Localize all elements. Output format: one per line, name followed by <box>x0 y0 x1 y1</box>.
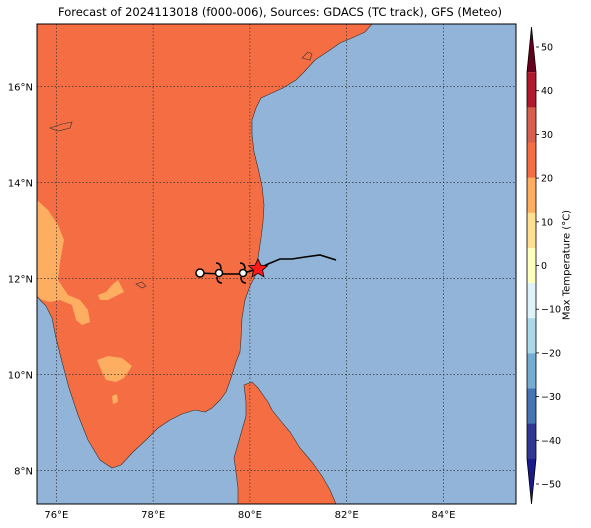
colorbar-segment <box>527 212 536 249</box>
tropical-storm-icon <box>238 262 248 284</box>
warm-region-south <box>97 356 132 382</box>
latitude-tick-label: 8°N <box>14 466 33 477</box>
colorbar-tick-label: 40 <box>541 86 553 97</box>
map-title: Forecast of 2024113018 (f000-006), Sourc… <box>58 5 502 19</box>
island-north <box>301 51 313 61</box>
latitude-tick-label: 14°N <box>8 178 33 189</box>
colorbar-segment <box>527 27 536 73</box>
colorbar-tick-label: −40 <box>541 436 561 447</box>
colorbar-segment <box>527 177 536 214</box>
colorbar-tick-label: 20 <box>541 174 553 185</box>
colorbar-segment <box>527 318 536 354</box>
colorbar-tick-label: 50 <box>541 43 553 54</box>
latitude-tick-label: 10°N <box>8 370 33 381</box>
colorbar-tick-label: 10 <box>541 217 553 228</box>
longitude-tick-label: 76°E <box>44 510 68 521</box>
colorbar-tick-label: −20 <box>541 348 561 359</box>
tropical-depression-icon <box>195 268 205 278</box>
warm-region-center <box>98 280 124 300</box>
colorbar-segment <box>527 107 536 143</box>
map-frame <box>36 23 517 505</box>
latitude-tick-label: 12°N <box>8 274 33 285</box>
colorbar-segment <box>527 458 536 504</box>
latitude-tick-label: 16°N <box>8 82 33 93</box>
colorbar-tick-label: −10 <box>541 305 561 316</box>
colorbar-label: Max Temperature (°C) <box>561 209 573 321</box>
longitude-tick-label: 80°E <box>238 510 262 521</box>
map-axis-ticks: 76°E 78°E 80°E 82°E 84°E 8°N 10°N 12°N 14°N 16°N <box>8 82 456 521</box>
forecast-track-line <box>197 254 337 275</box>
longitude-tick-label: 82°E <box>335 510 359 521</box>
current-position-star <box>247 258 269 278</box>
colorbar-segment <box>527 142 536 179</box>
india-landmass <box>37 24 373 469</box>
tropical-storm-icon <box>214 262 224 284</box>
sri-lanka-landmass <box>233 381 337 504</box>
warm-region-west <box>37 200 90 325</box>
longitude-tick-label: 84°E <box>431 510 455 521</box>
warm-region-spot <box>112 394 118 404</box>
longitude-tick-label: 78°E <box>141 510 165 521</box>
colorbar-outline <box>526 26 537 505</box>
colorbar-segment <box>527 247 536 284</box>
colorbar-segment <box>527 388 536 425</box>
colorbar-segment <box>527 72 536 108</box>
map-gridlines <box>37 24 516 504</box>
colorbar-tick-label: 0 <box>541 261 547 272</box>
cyclone-track <box>195 254 337 284</box>
colorbar-segment <box>527 423 536 460</box>
colorbar-tick-label: −30 <box>541 392 561 403</box>
colorbar-tick-label: −50 <box>541 480 561 491</box>
temperature-colorbar: 50 40 30 20 10 0 −10 −20 −30 −40 −50 <box>526 26 561 505</box>
island-small <box>135 281 147 289</box>
colorbar-segment <box>527 353 536 390</box>
colorbar-tick-label: 30 <box>541 130 553 141</box>
colorbar-segment <box>527 283 536 319</box>
